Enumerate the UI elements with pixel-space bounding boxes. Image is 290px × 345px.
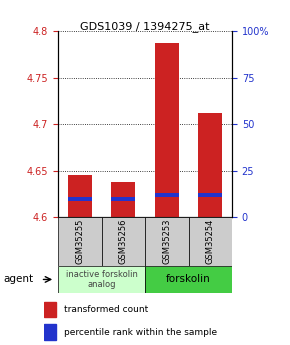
Bar	[111, 182, 135, 217]
Bar	[188, 217, 232, 266]
Bar	[145, 217, 188, 266]
Text: inactive forskolin
analog: inactive forskolin analog	[66, 270, 137, 289]
Text: forskolin: forskolin	[166, 275, 211, 284]
Text: percentile rank within the sample: percentile rank within the sample	[64, 327, 217, 337]
Text: GSM35256: GSM35256	[119, 219, 128, 264]
Bar	[145, 266, 232, 293]
Bar	[198, 193, 222, 197]
Text: transformed count: transformed count	[64, 305, 148, 314]
Bar	[155, 43, 179, 217]
Text: GSM35254: GSM35254	[206, 219, 215, 264]
Text: agent: agent	[3, 275, 33, 284]
Text: GSM35253: GSM35253	[162, 219, 171, 264]
Text: GSM35255: GSM35255	[75, 219, 84, 264]
Bar	[44, 324, 56, 340]
Bar	[111, 197, 135, 200]
Bar	[68, 176, 92, 217]
Bar	[44, 302, 56, 317]
Bar	[58, 266, 145, 293]
Text: GDS1039 / 1394275_at: GDS1039 / 1394275_at	[80, 21, 210, 32]
Bar	[198, 113, 222, 217]
Bar	[102, 217, 145, 266]
Bar	[58, 217, 102, 266]
Bar	[155, 193, 179, 197]
Bar	[68, 197, 92, 200]
